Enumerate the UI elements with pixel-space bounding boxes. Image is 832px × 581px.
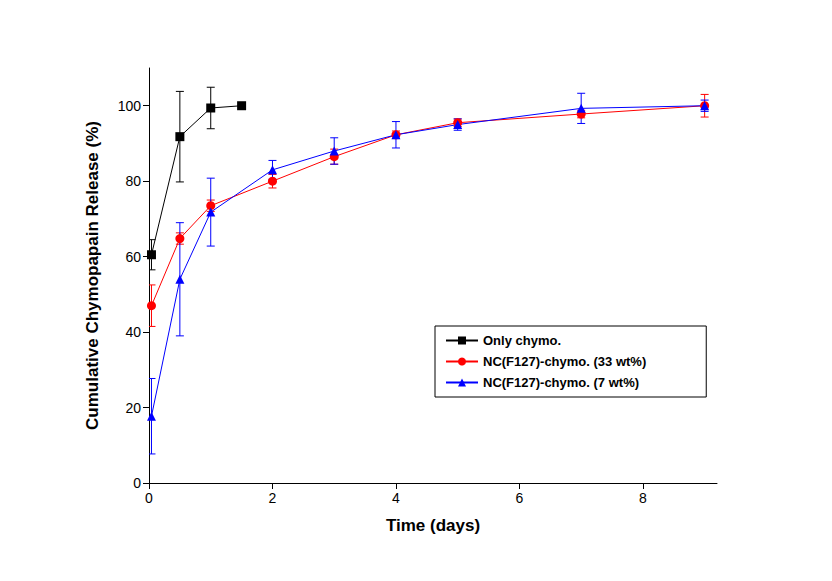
svg-text:60: 60 — [125, 249, 141, 265]
svg-text:Only chymo.: Only chymo. — [483, 333, 561, 348]
svg-text:6: 6 — [516, 490, 524, 506]
svg-text:0: 0 — [133, 475, 141, 491]
svg-text:20: 20 — [125, 400, 141, 416]
svg-text:0: 0 — [145, 490, 153, 506]
svg-text:NC(F127)-chymo. (33 wt%): NC(F127)-chymo. (33 wt%) — [483, 354, 646, 369]
svg-text:80: 80 — [125, 173, 141, 189]
svg-text:8: 8 — [639, 490, 647, 506]
svg-text:NC(F127)-chymo. (7 wt%): NC(F127)-chymo. (7 wt%) — [483, 375, 639, 390]
svg-text:Time (days): Time (days) — [386, 516, 480, 535]
svg-text:2: 2 — [269, 490, 277, 506]
svg-text:Cumulative Chymopapain Release: Cumulative Chymopapain Release (%) — [83, 121, 102, 430]
svg-text:40: 40 — [125, 324, 141, 340]
svg-text:4: 4 — [392, 490, 400, 506]
svg-text:100: 100 — [118, 98, 142, 114]
